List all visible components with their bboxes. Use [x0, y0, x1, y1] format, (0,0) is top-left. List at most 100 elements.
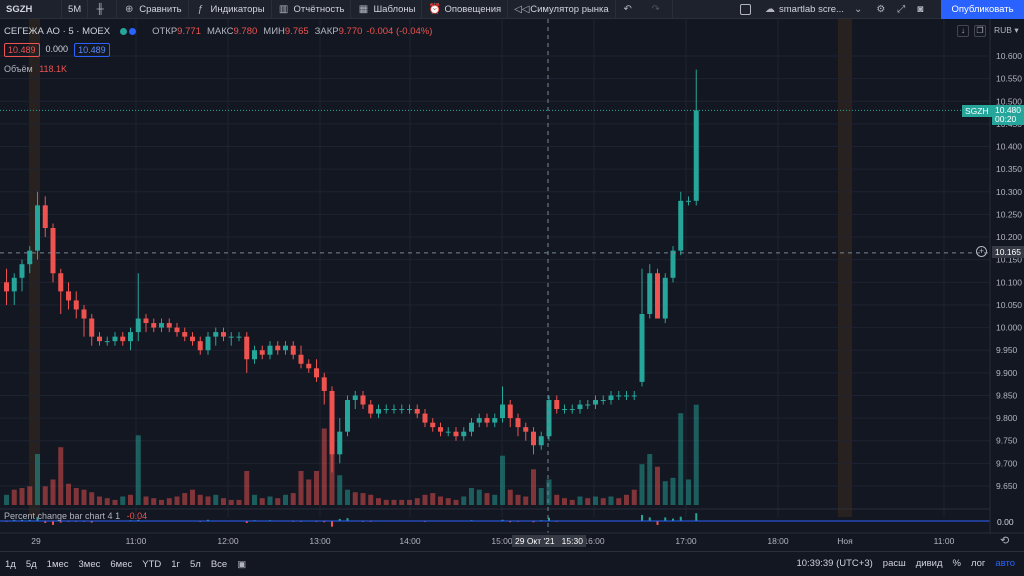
- candle-body: [453, 431, 459, 437]
- percent-change-bar: [323, 521, 326, 523]
- candle-body: [236, 336, 242, 338]
- status-dot-green: [120, 28, 128, 35]
- percent-scale-toggle[interactable]: %: [952, 558, 961, 569]
- volume-bar: [546, 479, 552, 505]
- bid-pill[interactable]: 10.489: [4, 43, 40, 57]
- volume-bar: [11, 489, 17, 505]
- volume-bar: [414, 498, 420, 505]
- replay-button[interactable]: ◁◁ Симулятор рынка: [508, 0, 616, 19]
- volume-bar: [337, 475, 343, 505]
- volume-bar: [360, 493, 366, 505]
- compare-button[interactable]: ⊕ Сравнить: [117, 0, 189, 19]
- time-tick-label: 29: [31, 536, 41, 546]
- instrument-name[interactable]: СЕГЕЖА АО · 5 · MOEX: [4, 26, 111, 37]
- symbol-search-button[interactable]: SGZH: [0, 0, 62, 19]
- reports-label: Отчётность: [293, 3, 345, 15]
- gear-icon[interactable]: ⚙: [876, 4, 886, 15]
- auto-scale-toggle[interactable]: авто: [995, 558, 1015, 569]
- candle-body: [376, 409, 381, 414]
- price-tick-label: 10.000: [996, 323, 1022, 333]
- open-value: 9.771: [177, 26, 201, 37]
- range-button[interactable]: 1г: [171, 558, 180, 570]
- chart-type-button[interactable]: ╫: [88, 0, 118, 19]
- volume-bar: [290, 493, 296, 505]
- volume-bar: [283, 494, 288, 505]
- range-button[interactable]: 3мес: [78, 558, 101, 570]
- add-alert-icon[interactable]: +: [976, 246, 987, 257]
- time-tick-label: 11:00: [934, 536, 955, 546]
- ask-pill[interactable]: 10.489: [74, 43, 110, 57]
- range-button[interactable]: Все: [210, 558, 228, 570]
- replay-label: Симулятор рынка: [530, 3, 609, 15]
- percent-change-legend: Percent change bar chart 4 1 -0.04: [4, 511, 147, 521]
- price-chart[interactable]: 10.60010.55010.50010.45010.40010.35010.3…: [0, 19, 1024, 551]
- volume-bar: [500, 455, 505, 505]
- volume-bar: [492, 494, 498, 505]
- candle-body: [306, 363, 312, 369]
- undo-button[interactable]: ↶: [616, 0, 644, 19]
- volume-bar: [104, 498, 110, 505]
- volume-bar: [4, 494, 9, 505]
- calendar-icon[interactable]: ▣: [237, 558, 247, 570]
- time-tick-label: 14:00: [399, 536, 421, 546]
- volume-bar: [66, 483, 71, 505]
- candle-body: [81, 309, 87, 319]
- volume-bar: [453, 499, 459, 505]
- layout-name[interactable]: smartlab scre...: [779, 4, 844, 15]
- currency-selector[interactable]: RUB ▾: [994, 25, 1019, 35]
- volume-bar: [120, 496, 126, 505]
- extended-hours-toggle[interactable]: расш: [882, 558, 906, 569]
- volume-bar: [159, 499, 164, 505]
- percent-change-bar: [13, 519, 16, 521]
- volume-bar: [647, 454, 653, 505]
- close-label: ЗАКР: [314, 26, 339, 37]
- candle-body: [461, 431, 467, 437]
- range-button[interactable]: 1д: [5, 558, 16, 570]
- interval-button[interactable]: 5M: [62, 0, 89, 19]
- volume-bar: [42, 486, 48, 505]
- volume-bar: [399, 499, 405, 505]
- price-tick-label: 10.500: [996, 96, 1022, 106]
- volume-bar: [275, 498, 281, 505]
- volume-value: 118.1K: [39, 64, 68, 74]
- templates-button[interactable]: ▦ Шаблоны: [351, 0, 423, 19]
- chevron-down-icon[interactable]: ⌄: [853, 4, 863, 15]
- down-arrow-icon[interactable]: ↓: [957, 25, 969, 37]
- volume-bar: [383, 499, 389, 505]
- price-tick-label: 10.200: [996, 232, 1022, 242]
- volume-bar: [476, 489, 482, 505]
- reports-button[interactable]: ▥ Отчётность: [272, 0, 352, 19]
- volume-bar: [624, 494, 629, 505]
- scroll-to-realtime-icon[interactable]: ⟲: [1000, 535, 1010, 547]
- percent-change-bar: [90, 521, 93, 523]
- log-scale-toggle[interactable]: лог: [970, 558, 986, 569]
- publish-button[interactable]: Опубликовать: [941, 0, 1024, 19]
- interval-label: 5M: [68, 3, 82, 15]
- range-button[interactable]: 5л: [189, 558, 201, 570]
- plus-circle-icon: ⊕: [125, 3, 134, 15]
- candle-body: [608, 395, 614, 400]
- dividend-adjust-toggle[interactable]: дивид: [915, 558, 943, 569]
- range-button[interactable]: 5д: [25, 558, 37, 570]
- range-button[interactable]: YTD: [142, 558, 162, 570]
- range-button[interactable]: 1мес: [46, 558, 69, 570]
- percent-change-bar: [695, 513, 698, 521]
- percent-change-bar: [44, 521, 47, 523]
- layout-checkbox-icon[interactable]: [740, 4, 751, 15]
- copy-icon[interactable]: ❐: [974, 25, 986, 37]
- fullscreen-icon[interactable]: ⤢: [897, 4, 906, 15]
- redo-button[interactable]: ↷: [644, 0, 673, 19]
- alerts-button[interactable]: ⏰ Оповещения: [422, 0, 509, 19]
- volume-bar: [259, 498, 265, 505]
- redo-icon: ↷: [651, 3, 660, 15]
- percent-change-bar: [21, 519, 23, 521]
- spread-value: 0.000: [45, 44, 69, 54]
- camera-icon[interactable]: ◙: [917, 4, 924, 15]
- indicators-button[interactable]: ƒ Индикаторы: [189, 0, 272, 19]
- range-button[interactable]: 6мес: [110, 558, 133, 570]
- volume-bar: [35, 454, 40, 505]
- volume-bar: [515, 494, 521, 505]
- candle-body: [523, 427, 529, 432]
- candle-body: [500, 404, 505, 419]
- percent-change-bar: [664, 517, 667, 521]
